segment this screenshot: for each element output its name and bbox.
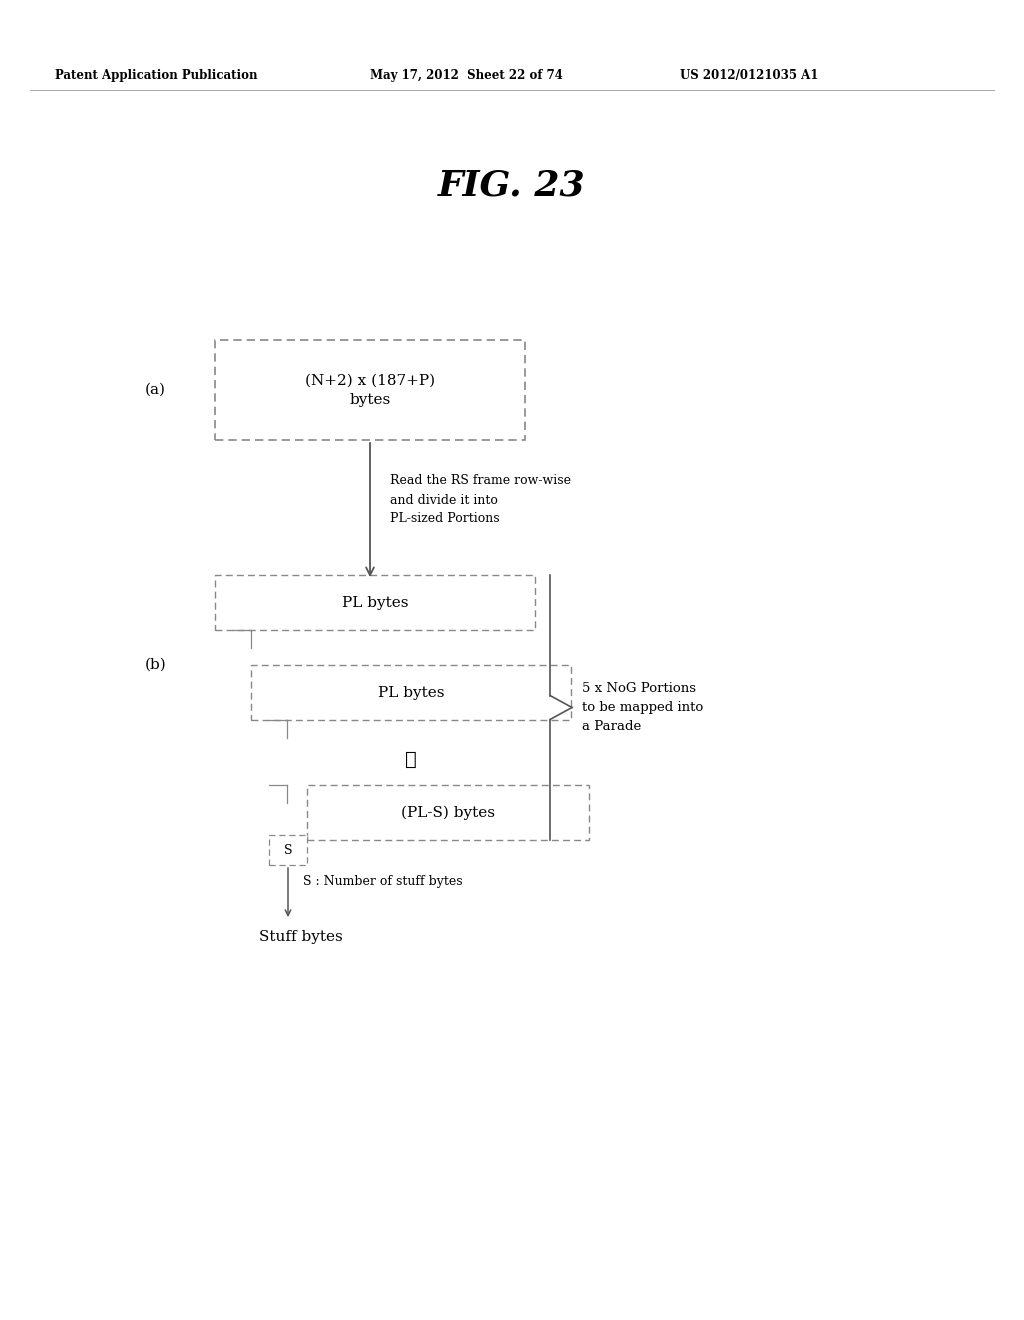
Bar — [215, 341, 525, 440]
Text: US 2012/0121035 A1: US 2012/0121035 A1 — [680, 69, 818, 82]
Text: (PL-S) bytes: (PL-S) bytes — [401, 805, 495, 820]
Text: Stuff bytes: Stuff bytes — [259, 931, 343, 944]
Bar — [269, 836, 307, 865]
Text: Read the RS frame row-wise
and divide it into
PL-sized Portions: Read the RS frame row-wise and divide it… — [390, 474, 571, 525]
Text: PL bytes: PL bytes — [378, 685, 444, 700]
Bar — [307, 785, 589, 840]
Text: May 17, 2012  Sheet 22 of 74: May 17, 2012 Sheet 22 of 74 — [370, 69, 563, 82]
Text: S : Number of stuff bytes: S : Number of stuff bytes — [303, 875, 463, 888]
Text: (N+2) x (187+P)
bytes: (N+2) x (187+P) bytes — [305, 374, 435, 407]
Text: PL bytes: PL bytes — [342, 595, 409, 610]
Text: FIG. 23: FIG. 23 — [438, 168, 586, 202]
Bar — [215, 576, 535, 630]
Text: (b): (b) — [145, 657, 167, 672]
Text: Patent Application Publication: Patent Application Publication — [55, 69, 257, 82]
Text: 5 x NoG Portions
to be mapped into
a Parade: 5 x NoG Portions to be mapped into a Par… — [582, 682, 703, 733]
Text: S: S — [284, 843, 292, 857]
Text: ⋮: ⋮ — [406, 751, 417, 770]
Bar — [251, 665, 571, 719]
Text: (a): (a) — [145, 383, 166, 397]
